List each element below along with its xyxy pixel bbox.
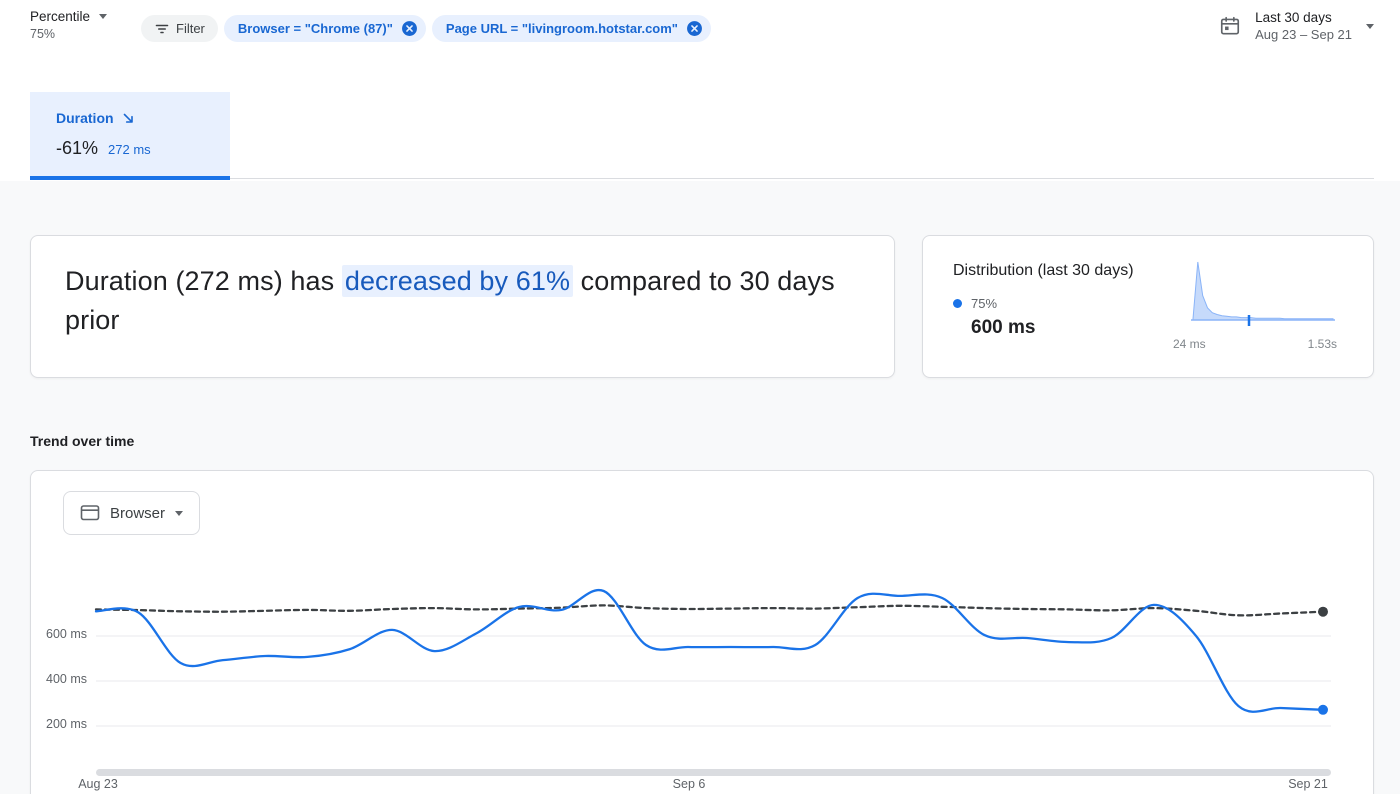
y-axis-tick: 200 ms	[46, 717, 87, 731]
trend-card: Browser 600 ms 400 ms 200 ms Aug 23 Sep …	[30, 470, 1374, 794]
trending-down-icon	[123, 113, 133, 123]
chevron-down-icon	[1366, 23, 1374, 29]
distribution-percentile: 75%	[971, 296, 998, 311]
remove-filter-icon[interactable]	[686, 20, 703, 37]
percentile-label: Percentile	[30, 9, 91, 24]
distribution-x-max: 1.53s	[1307, 337, 1337, 351]
filter-bar: Filter Browser = "Chrome (87)" Page URL …	[141, 15, 711, 42]
calendar-icon	[1221, 16, 1240, 35]
distribution-x-min: 24 ms	[1173, 337, 1206, 351]
filter-chip-page-url[interactable]: Page URL = "livingroom.hotstar.com"	[431, 15, 711, 42]
summary-text-after: compared to 30 days prior	[65, 266, 835, 335]
chevron-down-icon	[99, 14, 108, 19]
tab-current-value: 272 ms	[108, 142, 151, 157]
distribution-chart	[1191, 261, 1335, 326]
distribution-axis-labels: 24 ms 1.53s	[1173, 337, 1337, 351]
summary-highlight: decreased by 61%	[341, 265, 574, 297]
distribution-legend: 75%	[953, 296, 1343, 311]
summary-text: Duration (272 ms) has decreased by 61% c…	[65, 262, 860, 340]
tab-label: Duration	[56, 110, 114, 126]
summary-card: Duration (272 ms) has decreased by 61% c…	[30, 235, 895, 378]
date-range-dates: Aug 23 – Sep 21	[1255, 27, 1352, 42]
x-axis-tick: Sep 21	[1288, 777, 1328, 791]
date-range-picker[interactable]: Last 30 days Aug 23 – Sep 21	[1219, 10, 1374, 42]
tab-divider	[30, 178, 1374, 179]
filter-chip-browser[interactable]: Browser = "Chrome (87)"	[223, 15, 426, 42]
filter-chip-label: Browser = "Chrome (87)"	[237, 21, 393, 36]
date-range-title: Last 30 days	[1255, 10, 1332, 25]
filter-button-label: Filter	[176, 21, 205, 36]
tab-delta: -61%	[56, 138, 99, 158]
tab-duration[interactable]: Duration -61% 272 ms	[30, 92, 230, 176]
chevron-down-icon	[175, 510, 184, 516]
trend-section-title: Trend over time	[30, 433, 135, 449]
x-axis-tick: Aug 23	[78, 777, 118, 791]
x-axis-tick: Sep 6	[672, 777, 706, 791]
distribution-card: Distribution (last 30 days) 75% 600 ms 2…	[922, 235, 1374, 378]
trend-chart[interactable]	[31, 471, 1375, 794]
percentile-value: 75%	[30, 27, 56, 41]
filter-icon	[155, 24, 169, 33]
percentile-dropdown[interactable]: Percentile 75%	[30, 9, 108, 41]
active-tab-indicator	[30, 176, 230, 180]
remove-filter-icon[interactable]	[401, 20, 418, 37]
distribution-title: Distribution (last 30 days)	[953, 262, 1134, 279]
breakdown-dropdown-label: Browser	[110, 504, 166, 522]
filter-chip-label: Page URL = "livingroom.hotstar.com"	[445, 21, 678, 36]
legend-dot-icon	[953, 299, 962, 308]
timeline-scrollbar[interactable]	[96, 769, 1331, 776]
date-range-text: Last 30 days Aug 23 – Sep 21	[1255, 10, 1352, 42]
summary-text-before: Duration (272 ms) has	[65, 266, 342, 296]
breakdown-dropdown[interactable]: Browser	[63, 491, 201, 535]
filter-button[interactable]: Filter	[141, 15, 218, 42]
y-axis-tick: 600 ms	[46, 627, 87, 641]
toolbar: Percentile 75% Filter Browser = "Chrome …	[0, 0, 1400, 56]
distribution-value: 600 ms	[971, 317, 1036, 338]
browser-icon	[80, 505, 100, 521]
y-axis-tick: 400 ms	[46, 672, 87, 686]
